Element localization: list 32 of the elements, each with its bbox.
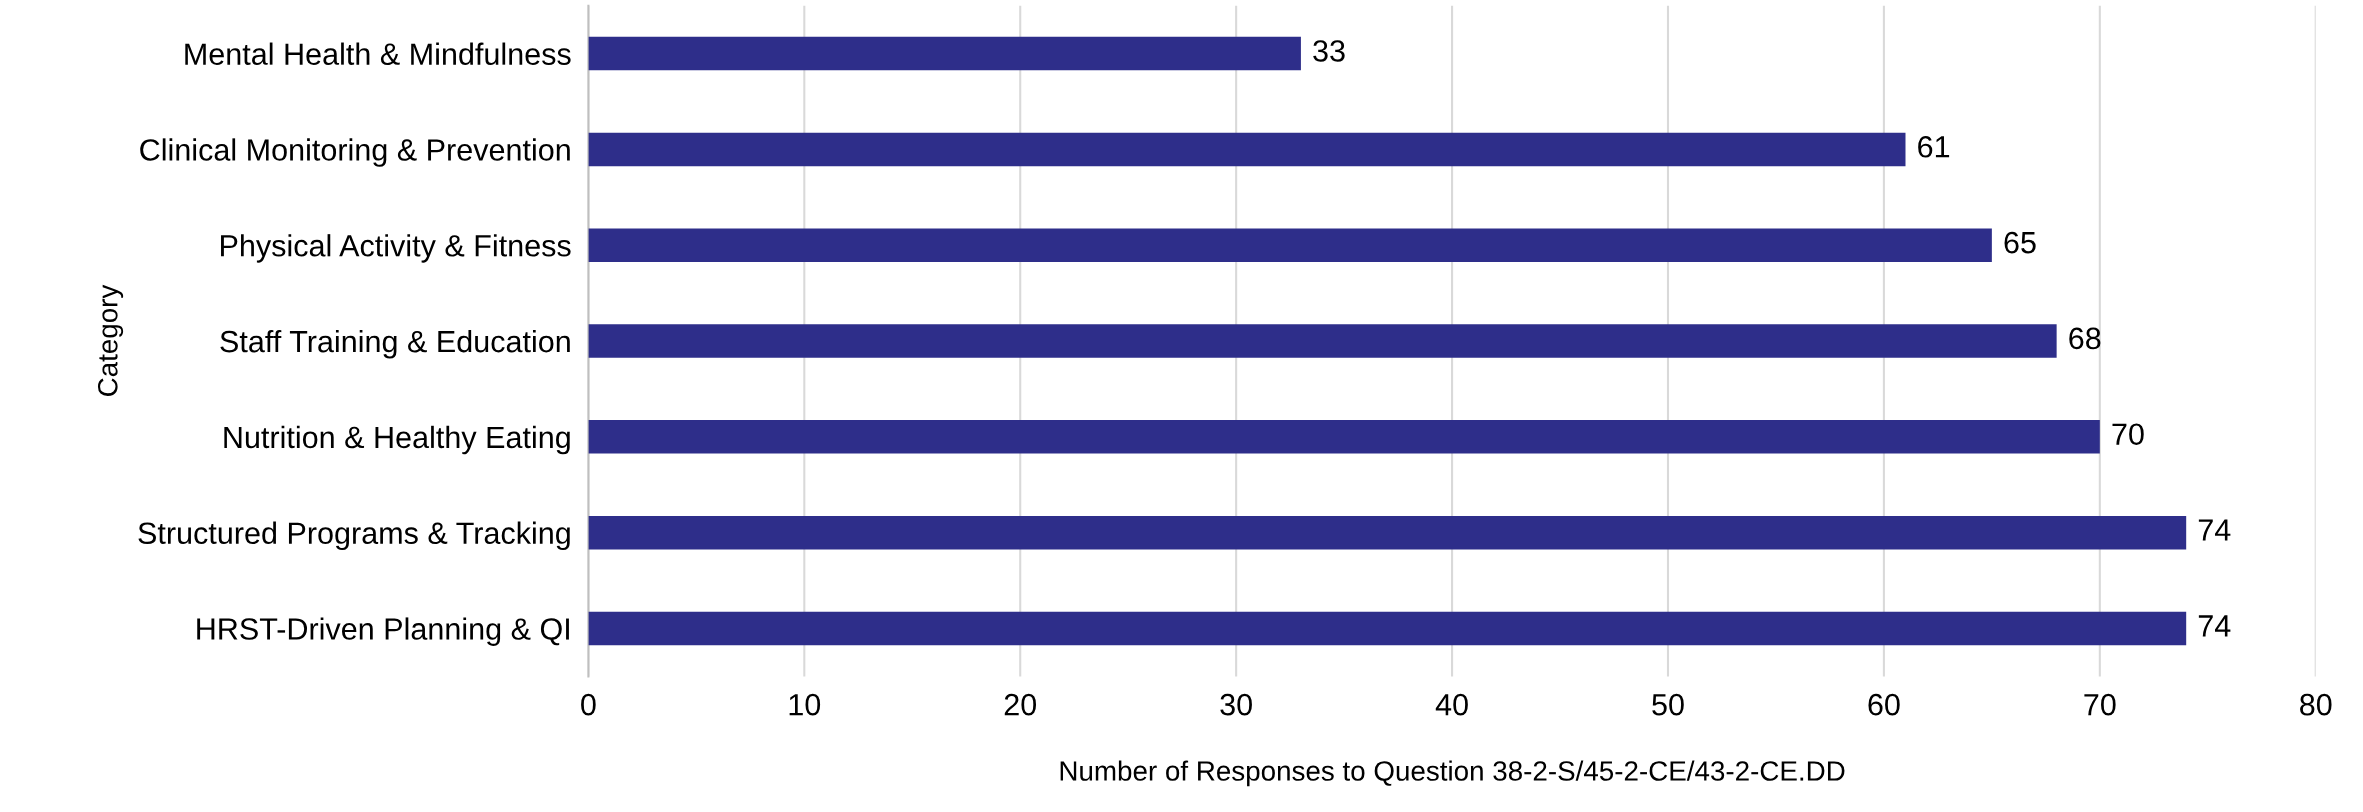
- x-tick-label: 10: [789, 693, 821, 716]
- y-tick-label: Nutrition & Healthy Eating: [224, 425, 570, 455]
- bar: [588, 228, 1992, 262]
- bar: [588, 36, 1301, 71]
- y-tick-label: Structured Programs & Tracking: [138, 521, 570, 551]
- data-label: 74: [2198, 519, 2231, 541]
- bar: [588, 324, 2057, 358]
- x-tick-label: 0: [581, 693, 596, 716]
- x-axis-title: Number of Responses to Question 38-2-S/45-2-CE/43-2-CE.DD: [1060, 760, 1845, 787]
- y-axis-title: Category: [97, 284, 124, 396]
- y-tick-label: Mental Health & Mindfulness: [185, 42, 571, 65]
- data-label: 33: [1313, 40, 1345, 62]
- x-tick-label: 20: [1004, 693, 1037, 716]
- data-label: 74: [2198, 615, 2231, 637]
- y-tick-label: Clinical Monitoring & Prevention: [140, 138, 570, 167]
- data-label: 70: [2112, 423, 2144, 446]
- x-tick-label: 50: [1652, 693, 1684, 716]
- y-tick-label: HRST-Driven Planning & QI: [197, 617, 569, 646]
- data-label: 61: [1918, 135, 1950, 158]
- data-label: 65: [2004, 231, 2036, 254]
- bar: [588, 611, 2187, 646]
- x-tick-label: 40: [1435, 693, 1468, 716]
- x-tick-label: 80: [2300, 693, 2332, 716]
- bar: [588, 132, 1906, 167]
- y-tick-label: Physical Activity & Fitness: [221, 234, 571, 263]
- x-tick-label: 70: [2084, 693, 2116, 716]
- y-tick-label: Staff Training & Education: [220, 329, 570, 359]
- x-tick-label: 30: [1220, 693, 1252, 716]
- data-label: 68: [2069, 327, 2101, 350]
- bar: [588, 420, 2100, 454]
- x-tick-label: 60: [1868, 693, 1900, 716]
- bar: [588, 515, 2187, 550]
